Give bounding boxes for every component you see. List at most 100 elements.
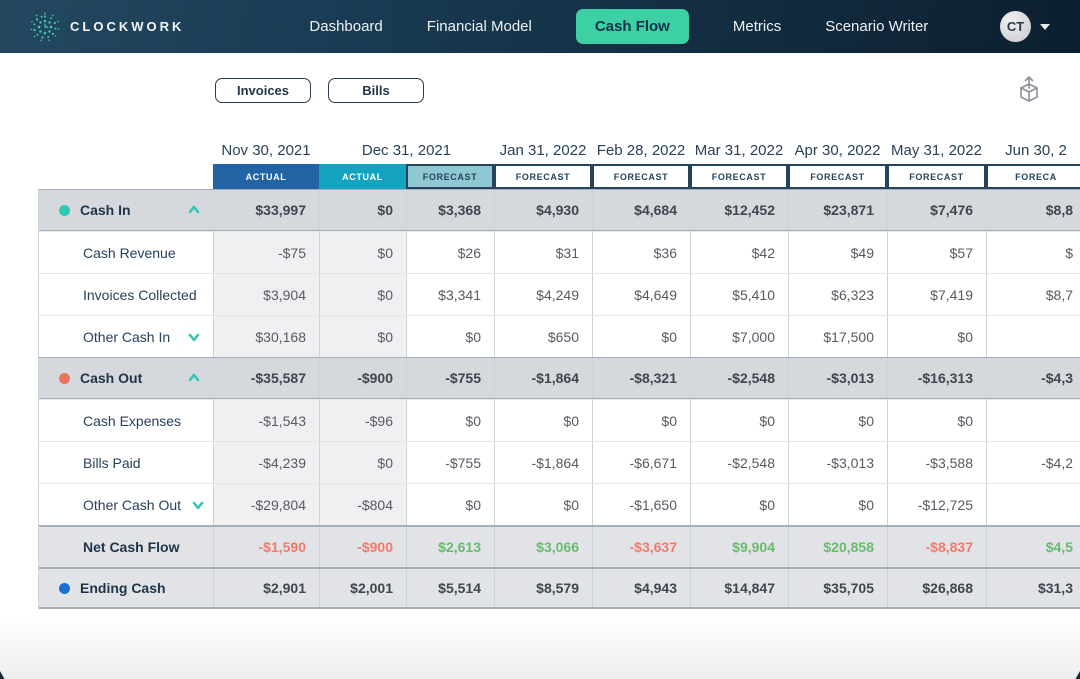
cell-cash-out-3: -$1,864: [495, 358, 593, 398]
clockwork-logo-icon: [30, 12, 60, 41]
cell-invoices-collected-5: $5,410: [691, 274, 789, 315]
cell-cash-out-8: -$4,3: [987, 358, 1080, 398]
row-other-cash-in: Other Cash In $30,168 $0 $0 $650 $0 $7,000 $17,…: [39, 315, 1080, 357]
cell-cash-in-4: $4,684: [593, 190, 691, 230]
nav-item-financial-model[interactable]: Financial Model: [426, 18, 532, 35]
row-label-cash-revenue: Cash Revenue: [39, 232, 214, 273]
column-badge-2-forecast[interactable]: FORECAST: [406, 164, 494, 189]
cell-other-cash-in-6: $17,500: [789, 316, 888, 357]
cell-other-cash-out-3: $0: [495, 484, 593, 525]
nav-item-dashboard[interactable]: Dashboard: [309, 18, 383, 35]
row-label-text: Cash Revenue: [83, 244, 176, 261]
row-label-text: Other Cash In: [83, 328, 171, 345]
row-cash-expenses: Cash Expenses -$1,543 -$96 $0 $0 $0 $0 $0 $0: [39, 399, 1080, 441]
brand[interactable]: CLOCKWORK: [30, 12, 184, 42]
cell-other-cash-out-4: -$1,650: [593, 484, 691, 525]
column-badge-4-forecast[interactable]: FORECAST: [592, 164, 690, 189]
cell-other-cash-out-6: $0: [789, 484, 888, 525]
row-cash-out: Cash Out -$35,587 -$900 -$755 -$1,864 -$8,321…: [39, 357, 1080, 399]
column-badge-3-forecast[interactable]: FORECAST: [494, 164, 592, 189]
cell-cash-in-5: $12,452: [691, 190, 789, 230]
bills-button[interactable]: Bills: [328, 78, 424, 103]
column-badge-8-foreca[interactable]: FORECA: [986, 164, 1080, 189]
row-label-cash-in[interactable]: Cash In: [39, 190, 214, 230]
cell-invoices-collected-3: $4,249: [495, 274, 593, 315]
date-header-feb-28-2022: Feb 28, 2022: [596, 141, 686, 159]
date-header-mar-31-2022: Mar 31, 2022: [694, 141, 784, 159]
invoices-button[interactable]: Invoices: [215, 78, 311, 103]
cell-invoices-collected-2: $3,341: [407, 274, 495, 315]
row-label-invoices-collected: Invoices Collected: [39, 274, 214, 315]
nav-item-metrics[interactable]: Metrics: [732, 18, 782, 35]
chevron-down-icon[interactable]: [187, 330, 201, 344]
account-menu[interactable]: CT: [1000, 11, 1050, 42]
column-badge-6-forecast[interactable]: FORECAST: [788, 164, 887, 189]
cell-cash-revenue-4: $36: [593, 232, 691, 273]
cell-other-cash-in-3: $650: [495, 316, 593, 357]
cell-ending-cash-7: $26,868: [888, 569, 987, 607]
cell-cash-out-4: -$8,321: [593, 358, 691, 398]
cube-export-icon[interactable]: [1011, 72, 1047, 108]
date-header-jun-30-2: Jun 30, 2: [1005, 141, 1067, 159]
row-label-text: Other Cash Out: [83, 496, 182, 513]
row-label-other-cash-in[interactable]: Other Cash In: [39, 316, 214, 357]
cell-cash-expenses-2: $0: [407, 400, 495, 441]
cell-invoices-collected-0: $3,904: [214, 274, 320, 315]
row-label-cash-out[interactable]: Cash Out: [39, 358, 214, 398]
cell-cash-out-5: -$2,548: [691, 358, 789, 398]
cell-cash-expenses-4: $0: [593, 400, 691, 441]
cell-invoices-collected-8: $8,7: [987, 274, 1080, 315]
cell-cash-in-3: $4,930: [495, 190, 593, 230]
cell-cash-expenses-1: -$96: [320, 400, 407, 441]
row-bills-paid: Bills Paid -$4,239 $0 -$755 -$1,864 -$6,671 -$…: [39, 441, 1080, 483]
cell-ending-cash-2: $5,514: [407, 569, 495, 607]
cell-cash-in-6: $23,871: [789, 190, 888, 230]
cell-cash-revenue-6: $49: [789, 232, 888, 273]
cash-out-dot-icon: [59, 372, 70, 384]
cell-cash-expenses-0: -$1,543: [214, 400, 320, 441]
cell-cash-revenue-8: $: [987, 232, 1080, 273]
cell-cash-expenses-6: $0: [789, 400, 888, 441]
column-badge-5-forecast[interactable]: FORECAST: [690, 164, 788, 189]
cell-other-cash-in-4: $0: [593, 316, 691, 357]
row-other-cash-out: Other Cash Out -$29,804 -$804 $0 $0 -$1,650 $0…: [39, 483, 1080, 525]
chevron-up-icon[interactable]: [187, 203, 201, 217]
cell-cash-revenue-1: $0: [320, 232, 407, 273]
cell-invoices-collected-4: $4,649: [593, 274, 691, 315]
chevron-down-icon[interactable]: [1040, 23, 1050, 30]
row-net-cash-flow: Net Cash Flow -$1,590 -$900 $2,613 $3,066 -$3…: [39, 525, 1080, 567]
cell-other-cash-out-1: -$804: [320, 484, 407, 525]
avatar[interactable]: CT: [1000, 11, 1031, 42]
cell-cash-in-0: $33,997: [214, 190, 320, 230]
column-badge-1-actual[interactable]: ACTUAL: [319, 164, 406, 189]
cell-bills-paid-7: -$3,588: [888, 442, 987, 483]
cell-invoices-collected-1: $0: [320, 274, 407, 315]
corner-decoration: [1075, 671, 1080, 679]
cell-bills-paid-6: -$3,013: [789, 442, 888, 483]
chevron-up-icon[interactable]: [187, 371, 201, 385]
cell-net-cash-flow-0: -$1,590: [214, 527, 320, 567]
chevron-down-icon[interactable]: [191, 498, 205, 512]
brand-name: CLOCKWORK: [70, 19, 185, 34]
cell-other-cash-in-0: $30,168: [214, 316, 320, 357]
row-label-text: Invoices Collected: [83, 286, 197, 303]
cell-net-cash-flow-6: $20,858: [789, 527, 888, 567]
cell-net-cash-flow-7: -$8,837: [888, 527, 987, 567]
row-label-ending-cash: Ending Cash: [39, 569, 214, 607]
column-badge-0-actual[interactable]: ACTUAL: [213, 164, 319, 189]
date-header-jan-31-2022: Jan 31, 2022: [499, 141, 587, 159]
cell-other-cash-out-8: [987, 484, 1080, 525]
cell-ending-cash-8: $31,3: [987, 569, 1080, 607]
date-header-row: Nov 30, 2021 Dec 31, 2021 Jan 31, 2022 Feb …: [38, 136, 1080, 164]
cell-cash-revenue-7: $57: [888, 232, 987, 273]
column-badge-7-forecast[interactable]: FORECAST: [887, 164, 986, 189]
cash-in-dot-icon: [59, 204, 70, 216]
nav-item-scenario-writer[interactable]: Scenario Writer: [825, 18, 929, 35]
table-body: Cash In $33,997 $0 $3,368 $4,930 $4,684 $12,45…: [38, 189, 1080, 609]
cell-cash-in-2: $3,368: [407, 190, 495, 230]
nav-item-cash-flow-active[interactable]: Cash Flow: [575, 9, 689, 44]
row-label-text: Cash Expenses: [83, 412, 182, 429]
cell-cash-expenses-5: $0: [691, 400, 789, 441]
row-label-other-cash-out[interactable]: Other Cash Out: [39, 484, 214, 525]
